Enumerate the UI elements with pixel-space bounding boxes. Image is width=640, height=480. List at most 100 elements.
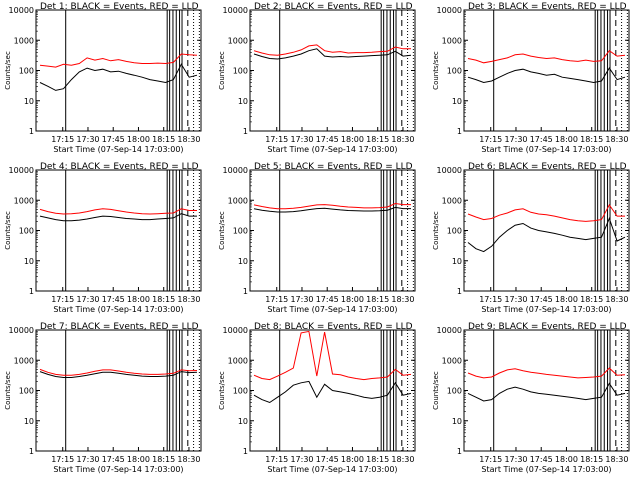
x-tick-label: 18:15 <box>580 455 603 464</box>
x-tick-label: 18:15 <box>152 455 175 464</box>
y-tick-label: 10 <box>238 417 248 426</box>
x-tick-label: 17:15 <box>479 135 502 144</box>
series-lld-line <box>467 203 625 222</box>
y-tick-label: 100 <box>447 387 462 396</box>
x-tick-label: 17:30 <box>76 295 99 304</box>
y-tick-label: 10000 <box>9 326 34 335</box>
y-tick-label: 1000 <box>442 356 462 365</box>
x-tick-label: 18:15 <box>152 295 175 304</box>
x-tick-label: 17:15 <box>265 295 288 304</box>
x-axis-label: Start Time (07-Sep-14 17:03:00) <box>481 465 611 474</box>
x-tick-label: 18:30 <box>605 295 628 304</box>
chart-panel-8: Det 8: BLACK = Events, RED = LLD 1 10 100 10… <box>218 322 416 474</box>
y-tick-label: 10 <box>452 97 462 106</box>
chart-title: Det 6: BLACK = Events, RED = LLD <box>468 162 627 172</box>
y-tick-label: 100 <box>19 67 34 76</box>
x-tick-label: 17:30 <box>504 295 527 304</box>
x-tick-label: 17:15 <box>479 295 502 304</box>
x-tick-label: 17:45 <box>102 455 125 464</box>
x-tick-label: 18:00 <box>341 135 364 144</box>
x-tick-label: 18:00 <box>127 135 150 144</box>
series-lld-line <box>467 367 626 379</box>
x-tick-label: 17:45 <box>530 455 553 464</box>
x-tick-label: 18:15 <box>366 455 389 464</box>
x-tick-label: 18:30 <box>391 295 414 304</box>
chart-title: Det 5: BLACK = Events, RED = LLD <box>254 162 413 172</box>
x-tick-label: 18:15 <box>366 295 389 304</box>
y-tick-label: 1000 <box>14 196 34 205</box>
y-axis-label: Counts/sec <box>432 211 440 250</box>
y-tick-label: 1 <box>243 447 248 456</box>
x-tick-label: 18:00 <box>555 135 578 144</box>
y-tick-label: 1000 <box>228 356 248 365</box>
series-events-line <box>39 63 198 91</box>
y-tick-label: 10000 <box>437 6 462 15</box>
x-axis-label: Start Time (07-Sep-14 17:03:00) <box>481 305 611 314</box>
x-tick-label: 18:15 <box>152 135 175 144</box>
series-lld-line <box>467 50 626 64</box>
series-lld-line <box>39 208 197 215</box>
x-tick-label: 18:15 <box>580 295 603 304</box>
chart-title: Det 3: BLACK = Events, RED = LLD <box>468 2 627 12</box>
y-axis-label: Counts/sec <box>218 371 226 410</box>
x-tick-label: 18:00 <box>341 295 364 304</box>
y-tick-label: 1 <box>457 127 462 136</box>
y-tick-label: 100 <box>19 227 34 236</box>
series-events-line <box>467 382 626 402</box>
x-tick-label: 18:30 <box>177 135 200 144</box>
chart-panel-4: Det 4: BLACK = Events, RED = LLD 1 10 100 10… <box>4 162 202 314</box>
x-tick-label: 18:30 <box>605 455 628 464</box>
series-events-line <box>253 206 411 213</box>
chart-panel-1: Det 1: BLACK = Events, RED = LLD 1 10 100 10… <box>4 2 202 154</box>
x-tick-label: 17:15 <box>51 455 74 464</box>
y-tick-label: 1000 <box>14 356 34 365</box>
x-axis-label: Start Time (07-Sep-14 17:03:00) <box>481 145 611 154</box>
x-tick-label: 17:45 <box>316 135 339 144</box>
y-tick-label: 100 <box>447 227 462 236</box>
y-tick-label: 1 <box>457 287 462 296</box>
x-tick-label: 17:45 <box>530 295 553 304</box>
y-axis-label: Counts/sec <box>4 211 12 250</box>
x-tick-label: 18:00 <box>341 455 364 464</box>
chart-title: Det 1: BLACK = Events, RED = LLD <box>40 2 199 12</box>
chart-panel-6: Det 6: BLACK = Events, RED = LLD 1 10 100 10… <box>432 162 630 314</box>
y-tick-label: 10000 <box>223 166 248 175</box>
y-tick-label: 1000 <box>228 196 248 205</box>
y-tick-label: 10 <box>24 97 34 106</box>
x-tick-label: 18:00 <box>127 295 150 304</box>
y-tick-label: 100 <box>233 387 248 396</box>
y-tick-label: 10000 <box>9 166 34 175</box>
x-tick-label: 17:45 <box>102 135 125 144</box>
chart-title: Det 4: BLACK = Events, RED = LLD <box>40 162 199 172</box>
x-tick-label: 17:45 <box>530 135 553 144</box>
y-tick-label: 100 <box>233 67 248 76</box>
chart-panel-5: Det 5: BLACK = Events, RED = LLD 1 10 100 10… <box>218 162 416 314</box>
x-tick-label: 18:30 <box>391 455 414 464</box>
y-tick-label: 1 <box>243 287 248 296</box>
y-tick-label: 10 <box>238 257 248 266</box>
x-tick-label: 17:30 <box>290 135 313 144</box>
x-tick-label: 17:15 <box>479 455 502 464</box>
y-tick-label: 10000 <box>9 6 34 15</box>
y-tick-label: 10 <box>452 257 462 266</box>
y-axis-label: Counts/sec <box>218 211 226 250</box>
chart-panel-7: Det 7: BLACK = Events, RED = LLD 1 10 100 10… <box>4 322 202 474</box>
y-tick-label: 10 <box>24 257 34 266</box>
y-tick-label: 10000 <box>437 326 462 335</box>
chart-panel-9: Det 9: BLACK = Events, RED = LLD 1 10 100 10… <box>432 322 630 474</box>
x-tick-label: 17:15 <box>51 295 74 304</box>
y-tick-label: 10000 <box>223 326 248 335</box>
x-tick-label: 17:45 <box>102 295 125 304</box>
x-tick-label: 17:30 <box>76 135 99 144</box>
series-lld-line <box>39 368 198 376</box>
y-tick-label: 10000 <box>437 166 462 175</box>
x-tick-label: 17:30 <box>290 295 313 304</box>
series-events-line <box>467 217 626 253</box>
chart-title: Det 8: BLACK = Events, RED = LLD <box>254 322 413 332</box>
x-axis-label: Start Time (07-Sep-14 17:03:00) <box>267 305 397 314</box>
x-tick-label: 18:30 <box>391 135 414 144</box>
y-tick-label: 10 <box>238 97 248 106</box>
x-tick-label: 18:15 <box>580 135 603 144</box>
chart-panel-2: Det 2: BLACK = Events, RED = LLD 1 10 100 10… <box>218 2 416 154</box>
x-axis-label: Start Time (07-Sep-14 17:03:00) <box>53 465 183 474</box>
